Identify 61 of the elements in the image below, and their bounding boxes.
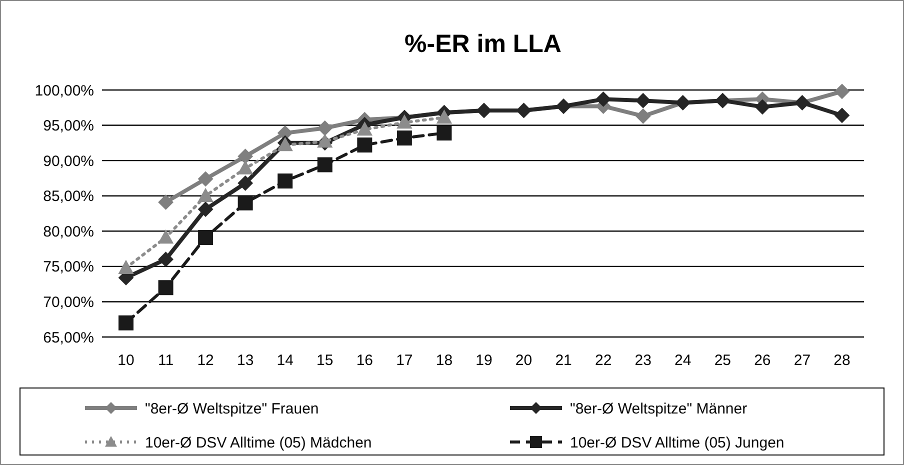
point bbox=[357, 138, 372, 153]
point bbox=[396, 130, 412, 146]
x-tick-label: 21 bbox=[555, 352, 572, 369]
x-tick-label: 24 bbox=[674, 352, 692, 369]
point bbox=[158, 252, 174, 267]
y-tick-label: 100,00% bbox=[34, 82, 94, 100]
point bbox=[357, 122, 372, 136]
point bbox=[198, 188, 214, 202]
x-tick-label: 19 bbox=[476, 352, 492, 369]
point bbox=[596, 92, 611, 107]
x-tick-label: 26 bbox=[754, 352, 771, 369]
x-tick-label: 10 bbox=[118, 352, 134, 369]
point bbox=[834, 108, 850, 123]
y-tick-label: 90,00% bbox=[43, 152, 94, 170]
x-tick-label: 17 bbox=[396, 352, 413, 369]
point bbox=[317, 157, 332, 172]
point bbox=[198, 202, 214, 217]
x-tick-label: 23 bbox=[634, 352, 652, 369]
x-tick-label: 20 bbox=[515, 352, 532, 369]
chart-title: %-ER im LLA bbox=[404, 30, 562, 58]
x-tick-label: 14 bbox=[276, 352, 294, 369]
x-tick-label: 27 bbox=[794, 352, 811, 369]
x-tick-label: 15 bbox=[316, 352, 334, 369]
legend-label: "8er-Ø Weltspitze" Frauen bbox=[145, 400, 319, 418]
point bbox=[238, 195, 253, 210]
point bbox=[396, 114, 412, 129]
point bbox=[118, 315, 134, 330]
x-tick-label: 12 bbox=[197, 352, 214, 369]
y-tick-label: 65,00% bbox=[43, 329, 94, 346]
point bbox=[198, 171, 214, 186]
point bbox=[278, 174, 293, 189]
x-tick-label: 11 bbox=[158, 352, 174, 369]
point bbox=[158, 230, 174, 244]
point bbox=[636, 108, 651, 124]
legend-label: 10er-Ø DSV Alltime (05) Jungen bbox=[570, 434, 784, 452]
x-tick-label: 18 bbox=[436, 352, 453, 369]
point bbox=[118, 260, 134, 274]
point bbox=[198, 230, 214, 245]
point bbox=[834, 84, 850, 99]
x-tick-label: 28 bbox=[834, 352, 850, 369]
y-tick-label: 75,00% bbox=[43, 258, 94, 276]
x-tick-label: 16 bbox=[356, 352, 374, 369]
point bbox=[158, 280, 174, 296]
legend-label: "8er-Ø Weltspitze" Männer bbox=[570, 400, 748, 418]
x-tick-label: 25 bbox=[714, 352, 732, 369]
legend-label: 10er-Ø DSV Alltime (05) Mädchen bbox=[145, 434, 372, 452]
point bbox=[238, 148, 253, 164]
y-tick-label: 70,00% bbox=[43, 294, 94, 311]
y-tick-label: 85,00% bbox=[43, 188, 94, 206]
point bbox=[238, 160, 253, 174]
y-tick-label: 80,00% bbox=[43, 223, 94, 240]
point bbox=[436, 126, 452, 141]
point bbox=[238, 176, 253, 191]
point bbox=[436, 110, 452, 124]
point bbox=[636, 93, 651, 108]
y-tick-label: 95,00% bbox=[43, 118, 94, 135]
x-tick-label: 22 bbox=[594, 352, 612, 369]
x-tick-label: 13 bbox=[236, 352, 254, 369]
point bbox=[754, 99, 770, 114]
point bbox=[317, 120, 332, 136]
point bbox=[158, 194, 174, 210]
